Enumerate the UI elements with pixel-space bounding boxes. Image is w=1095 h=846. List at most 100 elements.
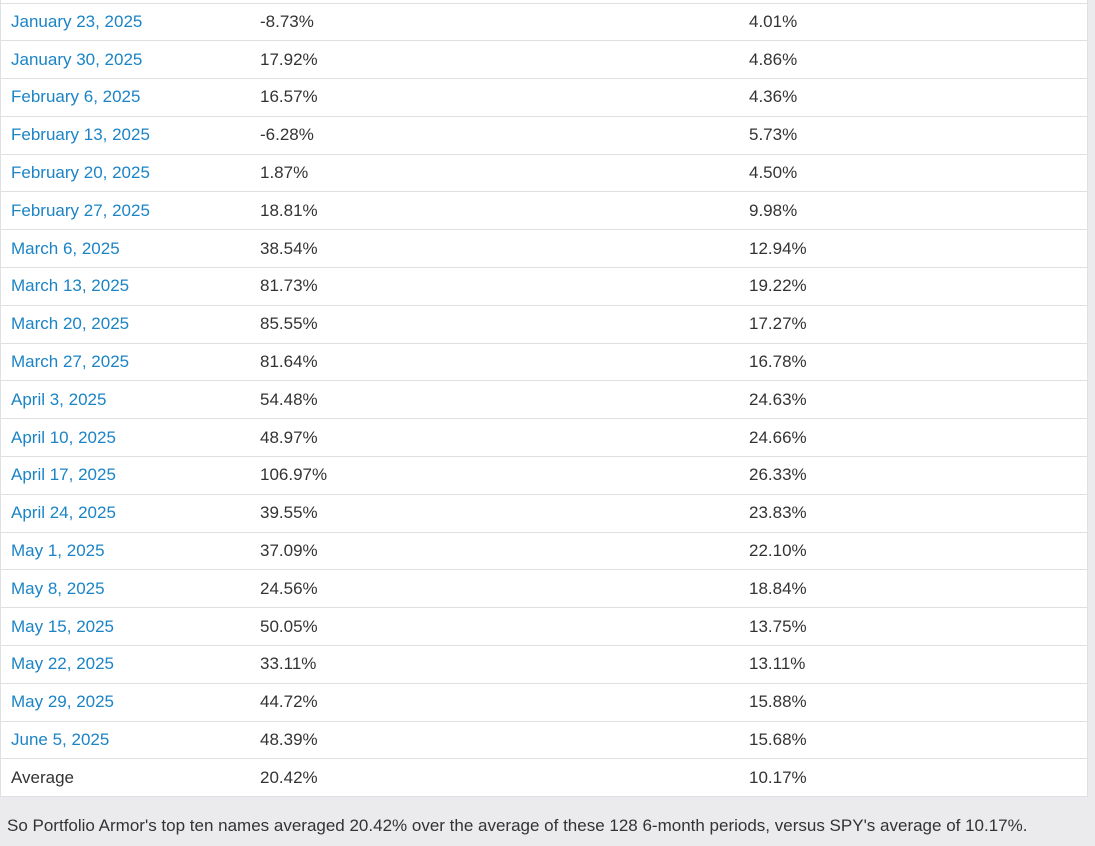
date-link[interactable]: April 17, 2025 [11,465,116,485]
date-link[interactable]: May 15, 2025 [11,616,115,636]
spy-return-cell: 19.22% [739,267,1087,306]
spy-return-cell: 24.66% [739,418,1087,458]
date-cell: May 22, 2025 [1,645,250,684]
table-row: February 13, 2025 -6.28% 5.73% [1,116,1087,155]
portfolio-return-cell: 18.81% [250,191,739,231]
summary-paragraph: So Portfolio Armor's top ten names avera… [7,816,1028,836]
portfolio-return-cell: 81.73% [250,267,739,306]
spy-return-cell: 22.10% [739,532,1087,571]
date-link[interactable]: February 20, 2025 [11,163,150,183]
portfolio-return-cell: 20.42% [250,758,739,798]
date-link[interactable]: March 13, 2025 [11,276,130,296]
portfolio-return-cell: 33.11% [250,645,739,684]
portfolio-return-cell: 39.55% [250,494,739,533]
date-cell: April 3, 2025 [1,380,250,420]
table-row: February 6, 2025 16.57% 4.36% [1,78,1087,117]
portfolio-return-cell: 48.39% [250,721,739,760]
table-row: April 24, 2025 39.55% 23.83% [1,494,1087,533]
date-link[interactable]: January 23, 2025 [11,11,143,31]
date-cell: January 30, 2025 [1,40,250,80]
date-cell: March 13, 2025 [1,267,250,306]
spy-return-cell: 12.94% [739,229,1087,269]
date-link[interactable]: May 8, 2025 [11,578,105,598]
cutoff-previous-row [1,0,1087,4]
date-link[interactable]: February 27, 2025 [11,200,150,220]
spy-return-cell: 4.86% [739,40,1087,80]
average-label: Average [11,767,75,787]
table-row: May 15, 2025 50.05% 13.75% [1,607,1087,647]
portfolio-return-cell: 17.92% [250,40,739,80]
portfolio-return-cell: 16.57% [250,78,739,117]
spy-return-cell: 23.83% [739,494,1087,533]
portfolio-return-cell: 50.05% [250,607,739,647]
table-row: May 29, 2025 44.72% 15.88% [1,683,1087,722]
date-cell: February 20, 2025 [1,154,250,193]
date-cell: March 6, 2025 [1,229,250,269]
spy-return-cell: 9.98% [739,191,1087,231]
table-row: January 30, 2025 17.92% 4.86% [1,40,1087,80]
date-link[interactable]: May 1, 2025 [11,541,105,561]
spy-return-cell: 18.84% [739,569,1087,609]
date-link[interactable]: June 5, 2025 [11,730,110,750]
table-row: May 1, 2025 37.09% 22.10% [1,532,1087,571]
portfolio-return-cell: 1.87% [250,154,739,193]
spy-return-cell: 24.63% [739,380,1087,420]
spy-return-cell: 16.78% [739,343,1087,382]
portfolio-return-cell: 54.48% [250,380,739,420]
portfolio-return-cell: 48.97% [250,418,739,458]
portfolio-return-cell: 44.72% [250,683,739,722]
date-link[interactable]: February 13, 2025 [11,125,150,145]
date-link[interactable]: February 6, 2025 [11,87,141,107]
date-cell: June 5, 2025 [1,721,250,760]
spy-return-cell: 26.33% [739,456,1087,495]
date-link[interactable]: May 22, 2025 [11,654,115,674]
spy-return-cell: 4.36% [739,78,1087,117]
table-row: June 5, 2025 48.39% 15.68% [1,721,1087,760]
date-link[interactable]: April 3, 2025 [11,389,107,409]
date-cell: March 27, 2025 [1,343,250,382]
date-cell: February 6, 2025 [1,78,250,117]
spy-return-cell: 15.68% [739,721,1087,760]
portfolio-return-cell: 24.56% [250,569,739,609]
table-row: May 22, 2025 33.11% 13.11% [1,645,1087,684]
table-row: March 13, 2025 81.73% 19.22% [1,267,1087,306]
date-link[interactable]: March 27, 2025 [11,352,130,372]
portfolio-return-cell: 81.64% [250,343,739,382]
date-cell: February 27, 2025 [1,191,250,231]
table-row: March 6, 2025 38.54% 12.94% [1,229,1087,269]
date-link[interactable]: March 6, 2025 [11,238,120,258]
table-row: Average 20.42% 10.17% [1,758,1087,798]
portfolio-return-cell: 106.97% [250,456,739,495]
date-cell: February 13, 2025 [1,116,250,155]
portfolio-return-cell: -8.73% [250,3,739,42]
summary-band: So Portfolio Armor's top ten names avera… [0,797,1095,837]
date-cell: May 8, 2025 [1,569,250,609]
date-cell: March 20, 2025 [1,305,250,344]
table-row: April 10, 2025 48.97% 24.66% [1,418,1087,458]
spy-return-cell: 13.75% [739,607,1087,647]
table-row: January 23, 2025 -8.73% 4.01% [1,3,1087,42]
portfolio-return-cell: -6.28% [250,116,739,155]
spy-return-cell: 4.01% [739,3,1087,42]
date-cell: April 10, 2025 [1,418,250,458]
portfolio-return-cell: 37.09% [250,532,739,571]
table-row: May 8, 2025 24.56% 18.84% [1,569,1087,609]
date-link[interactable]: May 29, 2025 [11,692,115,712]
date-cell: April 17, 2025 [1,456,250,495]
table-row: February 20, 2025 1.87% 4.50% [1,154,1087,193]
table-row: April 17, 2025 106.97% 26.33% [1,456,1087,495]
date-link[interactable]: March 20, 2025 [11,314,130,334]
spy-return-cell: 13.11% [739,645,1087,684]
table-row: March 27, 2025 81.64% 16.78% [1,343,1087,382]
portfolio-return-cell: 85.55% [250,305,739,344]
returns-table-container: January 23, 2025 -8.73% 4.01% January 30, 2… [0,0,1088,798]
spy-return-cell: 15.88% [739,683,1087,722]
date-link[interactable]: January 30, 2025 [11,49,143,69]
table-row: March 20, 2025 85.55% 17.27% [1,305,1087,344]
date-link[interactable]: April 10, 2025 [11,427,116,447]
spy-return-cell: 17.27% [739,305,1087,344]
date-cell: Average [1,758,250,798]
date-cell: May 29, 2025 [1,683,250,722]
date-link[interactable]: April 24, 2025 [11,503,116,523]
